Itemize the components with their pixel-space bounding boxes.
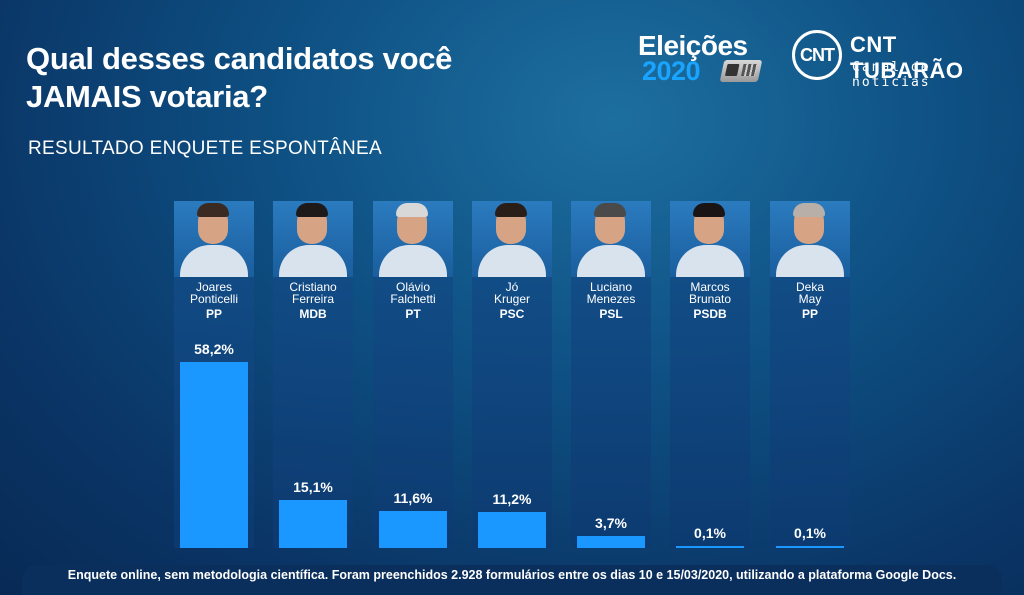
elections-2020-logo: Eleições 2020 [634,30,764,90]
candidate-name: Jó Kruger [472,281,552,305]
title-line-2: JAMAIS votaria? [26,79,268,114]
candidate-hair [296,203,328,217]
cnt-badge: CNT [792,30,842,80]
title-line-1: Qual desses candidatos você [26,41,453,76]
candidate-shoulders [379,245,447,277]
candidate-hair [197,203,229,217]
candidate-shoulders [776,245,844,277]
candidate-party: PSL [599,307,623,321]
chart-subtitle: RESULTADO ENQUETE ESPONTÂNEA [28,138,382,159]
candidate-party: PSC [499,307,525,321]
candidate-column: Joares Ponticelli PP 58,2% [174,201,254,548]
candidate-column: Luciano Menezes PSL 3,7% [571,201,651,548]
candidate-shoulders [478,245,546,277]
cnt-tagline: Canal de notícias [852,60,931,90]
bar [776,546,844,548]
candidate-hair [396,203,428,217]
candidate-shoulders [577,245,645,277]
candidate-name: Cristiano Ferreira [273,281,353,305]
candidate-column: Jó Kruger PSC 11,2% [472,201,552,548]
candidate-first-name: Cristiano [289,280,337,294]
candidate-photo [174,201,254,277]
candidate-last-name: Ponticelli [189,292,239,306]
candidate-last-name: Falchetti [390,292,436,306]
candidate-last-name: Kruger [493,292,531,306]
candidate-party: PP [801,307,818,321]
candidate-photo [571,201,651,277]
candidate-first-name: Deka [795,280,824,294]
candidate-column: Deka May PP 0,1% [770,201,850,548]
bar-value-label: 3,7% [595,515,627,532]
candidate-first-name: Luciano [589,280,633,294]
candidate-party: MDB [299,307,327,321]
bar [577,536,645,548]
candidate-first-name: Marcos [690,280,730,294]
candidate-photo [670,201,750,277]
candidate-first-name: Olávio [395,280,430,294]
candidate-hair [594,203,626,217]
elections-word: Eleições [638,30,748,61]
bar-value-label: 58,2% [194,340,234,357]
bar [379,510,447,548]
candidate-last-name: Ferreira [291,292,334,306]
cnt-tubarao-logo: CNT CNT TUBARÃO Canal de notícias [792,30,1002,90]
bar [478,512,546,548]
candidate-hair [793,203,825,217]
candidate-party: PT [405,307,421,321]
bar [279,499,347,548]
bar-value-label: 11,6% [393,489,433,506]
candidate-photo [373,201,453,277]
candidate-party: PP [205,307,222,321]
candidate-last-name: Brunato [688,292,732,306]
bar-value-label: 0,1% [694,525,726,541]
bar-value-label: 0,1% [794,525,826,541]
candidate-shoulders [676,245,744,277]
candidate-party: PSDB [693,307,727,321]
candidate-name: Joares Ponticelli [174,281,254,305]
candidate-name: Marcos Brunato [670,281,750,305]
candidate-column: Olávio Falchetti PT 11,6% [373,201,453,548]
candidate-last-name: Menezes [586,292,636,306]
candidate-photo [273,201,353,277]
candidate-name: Deka May [770,281,850,305]
bar [676,546,744,548]
candidate-hair [693,203,725,217]
bar-value-label: 15,1% [293,478,333,495]
footer-note: Enquete online, sem metodologia científi… [22,565,1002,595]
bar [180,361,248,548]
candidate-first-name: Jó [505,280,519,294]
candidate-photo [472,201,552,277]
candidate-name: Olávio Falchetti [373,281,453,305]
elections-year: 2020 [642,56,701,86]
candidate-shoulders [279,245,347,277]
cnt-name: CNT TUBARÃO [850,32,964,83]
candidate-name: Luciano Menezes [571,281,651,305]
candidate-column: Cristiano Ferreira MDB 15,1% [273,201,353,548]
candidate-column: Marcos Brunato PSDB 0,1% [670,201,750,548]
candidate-shoulders [180,245,248,277]
chart-title: Qual desses candidatos você JAMAIS votar… [26,40,606,116]
candidate-hair [495,203,527,217]
candidate-last-name: May [798,292,822,306]
bar-value-label: 11,2% [492,491,532,508]
candidate-first-name: Joares [195,280,233,294]
candidate-photo [770,201,850,277]
